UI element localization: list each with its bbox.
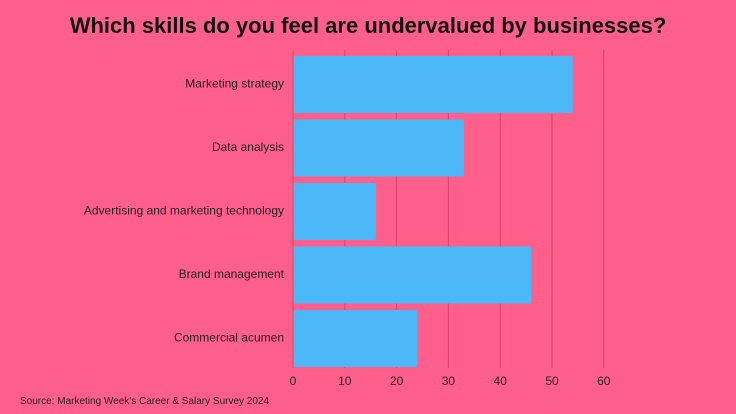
x-tick-label: 10 bbox=[338, 374, 352, 388]
category-label: Data analysis bbox=[212, 140, 284, 154]
category-label: Brand management bbox=[179, 267, 285, 281]
x-tick-label: 30 bbox=[442, 374, 456, 388]
x-tick-label: 50 bbox=[545, 374, 559, 388]
category-label: Advertising and marketing technology bbox=[84, 204, 284, 218]
x-tick-label: 20 bbox=[390, 374, 404, 388]
x-tick-label: 60 bbox=[597, 374, 611, 388]
bar bbox=[293, 183, 376, 240]
x-tick-label: 40 bbox=[494, 374, 508, 388]
chart-title: Which skills do you feel are undervalued… bbox=[69, 13, 667, 38]
bar bbox=[293, 119, 464, 177]
bar bbox=[293, 56, 573, 113]
source-note: Source: Marketing Week's Career & Salary… bbox=[20, 396, 270, 407]
x-tick-label: 0 bbox=[290, 374, 297, 388]
bar bbox=[293, 246, 532, 304]
category-label: Marketing strategy bbox=[185, 77, 284, 91]
category-label: Commercial acumen bbox=[174, 331, 284, 345]
bar bbox=[293, 310, 418, 367]
